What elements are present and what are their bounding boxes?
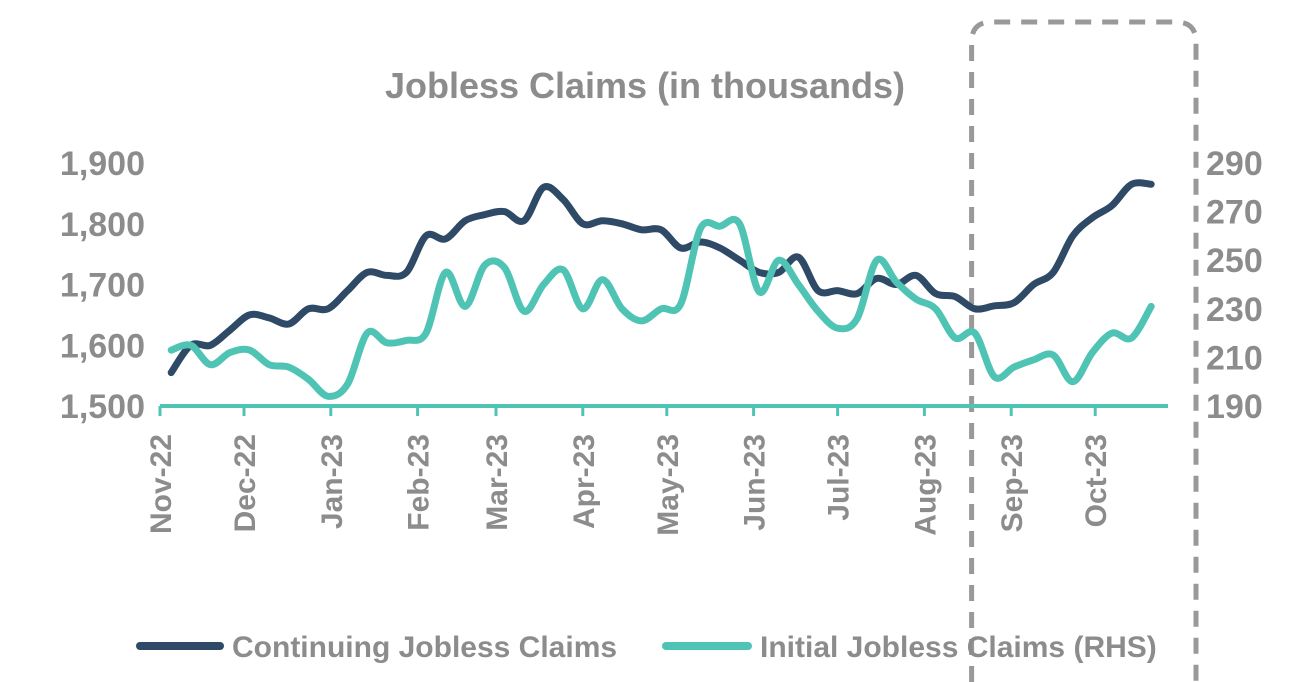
x-tick-label: Sep-23	[996, 434, 1029, 532]
legend-label: Initial Jobless Claims (RHS)	[760, 631, 1157, 664]
series-line-continuing-claims	[167, 179, 1155, 377]
x-tick-label: Aug-23	[909, 434, 942, 536]
x-tick-label: Oct-23	[1080, 434, 1113, 527]
x-tick-label: Apr-23	[568, 434, 601, 529]
x-tick-label: Jan-23	[316, 434, 349, 529]
x-tick-label: Dec-22	[229, 434, 262, 532]
x-tick-label: Nov-22	[145, 434, 178, 534]
y-left-tick-label: 1,700	[60, 267, 145, 305]
y-left-tick-label: 1,900	[60, 145, 145, 183]
x-tick-label: Feb-23	[403, 434, 436, 531]
legend-label: Continuing Jobless Claims	[232, 631, 617, 664]
series-line-initial-claims	[167, 215, 1155, 400]
x-tick-label: Jul-23	[823, 434, 856, 521]
highlight-dashed-box	[969, 19, 1199, 682]
chart-title: Jobless Claims (in thousands)	[385, 65, 905, 106]
y-left-tick-label: 1,800	[60, 206, 145, 244]
legend: Continuing Jobless Claims Initial Jobless…	[136, 631, 1157, 664]
x-tick-label: Mar-23	[481, 434, 514, 531]
y-left-tick-label: 1,600	[60, 327, 145, 365]
y-left-tick-label: 1,500	[60, 388, 145, 426]
x-tick-label: Jun-23	[739, 434, 772, 531]
y-right-tick-label: 290	[1206, 145, 1263, 183]
y-right-tick-label: 230	[1206, 291, 1263, 329]
y-right-tick-label: 250	[1206, 242, 1263, 280]
y-right-tick-label: 190	[1206, 388, 1263, 426]
highlight-box-layer	[969, 19, 1199, 682]
y-right-tick-label: 270	[1206, 194, 1263, 232]
series-layer	[167, 179, 1155, 400]
y-right-tick-label: 210	[1206, 339, 1263, 377]
x-tick-label: May-23	[652, 434, 685, 536]
axis-layer: 1,500 1,600 1,700 1,800 1,900 190 210 230 250 270…	[60, 145, 1263, 536]
